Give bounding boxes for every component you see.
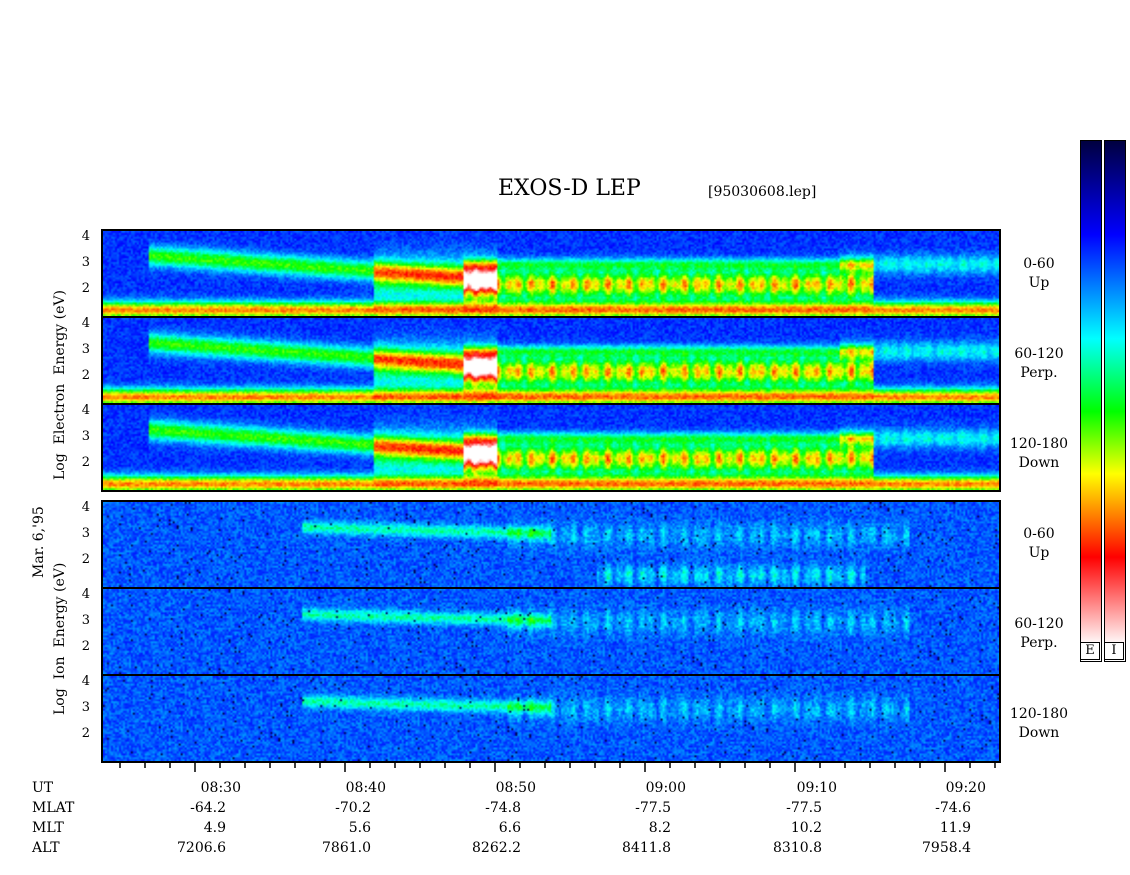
cell-ut: 08:50 bbox=[495, 780, 536, 796]
ion-axis-label: Log Ion Energy (eV) bbox=[52, 562, 68, 715]
y-tick-label: 4 bbox=[81, 316, 90, 331]
electron-up-spectrogram bbox=[103, 231, 999, 316]
y-tick-label: 4 bbox=[81, 500, 90, 515]
electron-down-panel bbox=[101, 403, 1001, 492]
cell-alt: 7958.4 bbox=[922, 840, 971, 856]
cell-mlt: 4.9 bbox=[203, 820, 226, 836]
electron-perp-panel bbox=[101, 316, 1001, 405]
y-tick-label: 2 bbox=[81, 281, 90, 296]
time-axis-ticks bbox=[119, 762, 996, 772]
cell-mlat: -77.5 bbox=[635, 800, 671, 816]
y-tick-label: 3 bbox=[81, 526, 90, 541]
y-tick-label: 2 bbox=[81, 552, 90, 567]
cell-ut: 09:10 bbox=[796, 780, 837, 796]
cell-mlat: -77.5 bbox=[786, 800, 822, 816]
row-label-ut: UT bbox=[32, 780, 54, 796]
cell-alt: 7206.6 bbox=[177, 840, 226, 856]
ion-perp-spectrogram bbox=[103, 589, 999, 674]
y-tick-label: 3 bbox=[81, 613, 90, 628]
colorbar-ion bbox=[1104, 140, 1126, 662]
panel-label: 120-180 Down bbox=[1009, 706, 1069, 741]
panel-label: 120-180 Down bbox=[1009, 436, 1069, 471]
cell-alt: 8411.8 bbox=[622, 840, 671, 856]
y-tick-label: 2 bbox=[81, 639, 90, 654]
y-tick-label: 3 bbox=[81, 429, 90, 444]
electron-down-spectrogram bbox=[103, 405, 999, 490]
row-label-mlt: MLT bbox=[32, 820, 64, 836]
row-label-mlat: MLAT bbox=[32, 800, 75, 816]
y-tick-label: 4 bbox=[81, 229, 90, 244]
cell-alt: 8310.8 bbox=[773, 840, 822, 856]
colorbar-label-i: I bbox=[1104, 642, 1124, 660]
cell-mlat: -70.2 bbox=[335, 800, 371, 816]
panel-label: 60-120 Perp. bbox=[1014, 616, 1064, 651]
electron-perp-spectrogram bbox=[103, 318, 999, 403]
panel-label: 0-60 Up bbox=[1023, 526, 1055, 561]
y-tick-label: 3 bbox=[81, 255, 90, 270]
cell-mlat: -64.2 bbox=[190, 800, 226, 816]
colorbar-electron bbox=[1080, 140, 1102, 662]
file-name: [95030608.lep] bbox=[708, 184, 817, 200]
colorbar-label-e: E bbox=[1080, 642, 1100, 660]
cell-mlt: 10.2 bbox=[790, 820, 822, 836]
ion-up-spectrogram bbox=[103, 502, 999, 587]
cell-ut: 08:30 bbox=[200, 780, 241, 796]
cell-mlat: -74.8 bbox=[485, 800, 521, 816]
cell-ut: 09:20 bbox=[945, 780, 986, 796]
electron-up-panel bbox=[101, 229, 1001, 318]
date-label: Mar. 6,'95 bbox=[31, 506, 47, 578]
y-tick-label: 4 bbox=[81, 403, 90, 418]
row-label-alt: ALT bbox=[32, 840, 60, 856]
y-tick-label: 2 bbox=[81, 368, 90, 383]
electron-axis-label: Log Electron Energy (eV) bbox=[52, 290, 68, 480]
cell-mlt: 11.9 bbox=[939, 820, 971, 836]
cell-ut: 08:40 bbox=[345, 780, 386, 796]
cell-alt: 7861.0 bbox=[322, 840, 371, 856]
ion-perp-panel bbox=[101, 587, 1001, 676]
y-tick-label: 2 bbox=[81, 726, 90, 741]
chart-title: EXOS-D LEP bbox=[498, 176, 641, 201]
cell-ut: 09:00 bbox=[645, 780, 686, 796]
y-tick-label: 3 bbox=[81, 700, 90, 715]
ion-down-spectrogram bbox=[103, 676, 999, 761]
ion-down-panel bbox=[101, 674, 1001, 763]
panel-label: 60-120 Perp. bbox=[1014, 346, 1064, 381]
cell-mlat: -74.6 bbox=[935, 800, 971, 816]
y-tick-label: 3 bbox=[81, 342, 90, 357]
y-tick-label: 4 bbox=[81, 587, 90, 602]
cell-alt: 8262.2 bbox=[472, 840, 521, 856]
panel-label: 0-60 Up bbox=[1023, 256, 1055, 291]
ion-up-panel bbox=[101, 500, 1001, 589]
y-tick-label: 2 bbox=[81, 455, 90, 470]
time-axis bbox=[101, 761, 1001, 772]
cell-mlt: 6.6 bbox=[498, 820, 521, 836]
cell-mlt: 8.2 bbox=[648, 820, 671, 836]
y-tick-label: 4 bbox=[81, 674, 90, 689]
cell-mlt: 5.6 bbox=[348, 820, 371, 836]
